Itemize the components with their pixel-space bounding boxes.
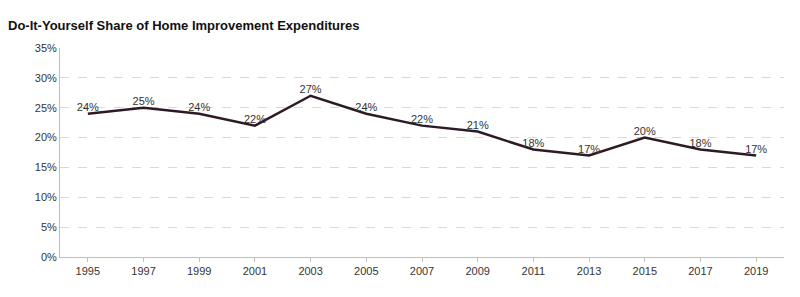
svg-text:0%: 0% [41, 251, 57, 263]
svg-text:17%: 17% [578, 143, 600, 155]
svg-text:2009: 2009 [465, 265, 489, 277]
svg-text:2013: 2013 [577, 265, 601, 277]
svg-text:25%: 25% [35, 102, 57, 114]
svg-text:24%: 24% [355, 101, 377, 113]
svg-text:2015: 2015 [633, 265, 657, 277]
svg-text:27%: 27% [300, 83, 322, 95]
svg-text:17%: 17% [745, 143, 767, 155]
svg-text:5%: 5% [41, 221, 57, 233]
svg-text:35%: 35% [35, 42, 57, 54]
svg-text:2011: 2011 [522, 265, 546, 277]
svg-text:2003: 2003 [298, 265, 322, 277]
svg-text:2005: 2005 [354, 265, 378, 277]
svg-text:21%: 21% [467, 119, 489, 131]
svg-text:15%: 15% [35, 161, 57, 173]
svg-text:2001: 2001 [243, 265, 267, 277]
svg-text:30%: 30% [35, 72, 57, 84]
svg-text:18%: 18% [522, 137, 544, 149]
svg-text:1999: 1999 [187, 265, 211, 277]
svg-text:2017: 2017 [688, 265, 712, 277]
svg-text:Do-It-Yourself Share of Home I: Do-It-Yourself Share of Home Improvement… [8, 18, 360, 33]
svg-text:1995: 1995 [76, 265, 100, 277]
svg-text:18%: 18% [689, 137, 711, 149]
svg-text:24%: 24% [188, 101, 210, 113]
svg-text:1997: 1997 [131, 265, 155, 277]
svg-text:20%: 20% [634, 125, 656, 137]
svg-text:2007: 2007 [410, 265, 434, 277]
svg-text:24%: 24% [77, 101, 99, 113]
svg-text:25%: 25% [133, 95, 155, 107]
svg-text:22%: 22% [244, 113, 266, 125]
svg-text:2019: 2019 [744, 265, 768, 277]
svg-text:20%: 20% [35, 131, 57, 143]
svg-text:10%: 10% [35, 191, 57, 203]
svg-text:22%: 22% [411, 113, 433, 125]
